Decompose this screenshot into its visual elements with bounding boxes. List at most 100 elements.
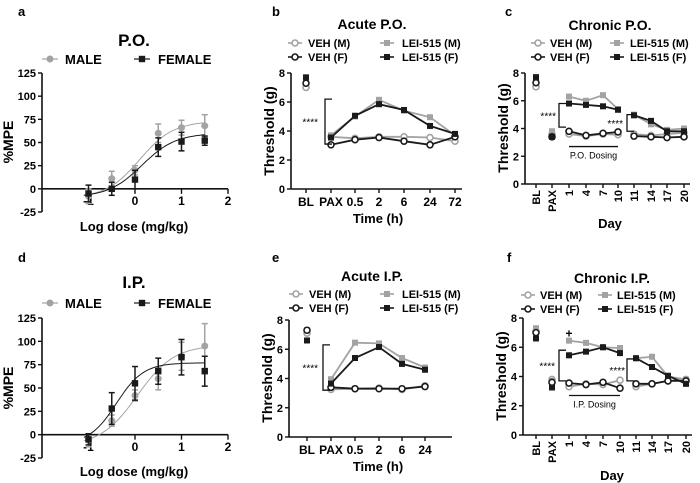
legend-label: LEI-515 (F) bbox=[617, 304, 674, 316]
y-tick-label: 2 bbox=[277, 403, 283, 415]
data-point bbox=[384, 40, 390, 46]
significance-label: **** bbox=[539, 362, 555, 373]
data-point bbox=[649, 353, 655, 360]
data-point bbox=[399, 360, 405, 367]
legend-label: LEI-515 (M) bbox=[617, 290, 676, 302]
x-tick-label: 11 bbox=[631, 441, 643, 453]
y-tick-label: 8 bbox=[279, 68, 285, 80]
legend-label: LEI-515 (M) bbox=[402, 289, 461, 301]
y-tick-label: 75 bbox=[24, 360, 36, 372]
panel-label: d bbox=[18, 250, 26, 265]
legend-label: VEH (M) bbox=[308, 38, 351, 50]
panel-c: c Chronic P.O. Threshold (g) Day 0 2 4 6 8 BL PAX 1… bbox=[495, 4, 691, 231]
legend-label: LEI-515 (F) bbox=[630, 52, 687, 64]
y-tick-label: 0 bbox=[279, 184, 285, 196]
data-point bbox=[549, 133, 555, 140]
y-tick-label: 0 bbox=[511, 430, 517, 442]
data-point bbox=[680, 133, 688, 141]
data-point bbox=[566, 352, 572, 359]
panel-label: a bbox=[18, 4, 26, 19]
data-point bbox=[398, 384, 406, 393]
data-point bbox=[46, 299, 54, 307]
series-line bbox=[330, 135, 456, 146]
data-point bbox=[304, 337, 310, 344]
y-axis-label: %MPE bbox=[0, 367, 16, 410]
y-tick-label: 0 bbox=[277, 432, 283, 444]
y-tick-label: 100 bbox=[18, 336, 36, 348]
series-line bbox=[330, 98, 456, 137]
legend-label: VEH (F) bbox=[540, 304, 580, 316]
data-point bbox=[665, 372, 671, 379]
data-point bbox=[201, 342, 209, 350]
data-point bbox=[600, 103, 606, 110]
series-line bbox=[330, 103, 456, 139]
legend-label: VEH (M) bbox=[309, 289, 352, 301]
data-point bbox=[602, 306, 608, 312]
panel-label: c bbox=[505, 4, 512, 19]
x-tick-label: 2 bbox=[225, 440, 232, 454]
data-point bbox=[617, 350, 623, 357]
x-tick-label: 7 bbox=[598, 441, 610, 447]
y-axis-label: Threshold (g) bbox=[495, 83, 511, 172]
x-tick-label: 0.5 bbox=[347, 195, 364, 209]
x-tick-label: 6 bbox=[399, 443, 406, 457]
data-point bbox=[664, 377, 672, 385]
chart-title: Chronic P.O. bbox=[569, 17, 652, 33]
x-tick-label: 72 bbox=[448, 195, 462, 209]
data-point bbox=[201, 137, 208, 144]
y-tick-label: 25 bbox=[24, 161, 36, 173]
dosing-label: I.P. Dosing bbox=[573, 400, 616, 410]
significance-bracket bbox=[322, 344, 330, 391]
legend-label: LEI-515 (F) bbox=[402, 52, 459, 64]
x-tick-label: PAX bbox=[319, 443, 343, 457]
panel-label: b bbox=[272, 4, 280, 19]
data-point bbox=[85, 190, 92, 197]
significance-bracket bbox=[558, 349, 566, 382]
data-point bbox=[292, 304, 300, 312]
fit-curve bbox=[83, 362, 205, 438]
legend-label: VEH (F) bbox=[308, 52, 348, 64]
chart-title: Acute P.O. bbox=[338, 16, 407, 32]
data-point bbox=[534, 39, 542, 47]
chart-title: Chronic I.P. bbox=[574, 270, 650, 286]
chart-title: I.P. bbox=[122, 273, 145, 292]
data-point bbox=[617, 344, 623, 351]
x-tick-label: BL bbox=[298, 195, 314, 209]
data-point bbox=[292, 290, 300, 298]
data-point bbox=[524, 305, 532, 313]
y-tick-label: 125 bbox=[18, 68, 36, 80]
y-tick-label: 2 bbox=[511, 401, 517, 413]
data-point bbox=[599, 129, 607, 138]
data-point bbox=[155, 368, 162, 375]
data-point bbox=[384, 54, 390, 60]
data-point bbox=[582, 380, 590, 389]
fit-curve bbox=[83, 347, 205, 442]
data-point bbox=[452, 130, 458, 137]
data-point bbox=[352, 112, 358, 119]
y-tick-label: -25 bbox=[20, 207, 36, 219]
x-tick-label: 20 bbox=[681, 441, 693, 453]
chart-title: P.O. bbox=[118, 31, 150, 50]
x-axis-label: Log dose (mg/kg) bbox=[80, 464, 188, 479]
legend-label: FEMALE bbox=[158, 296, 212, 311]
data-point bbox=[600, 344, 606, 351]
y-tick-label: -25 bbox=[20, 453, 36, 465]
data-point bbox=[427, 122, 433, 129]
data-point bbox=[549, 128, 555, 135]
series-line bbox=[635, 357, 687, 385]
data-point bbox=[291, 39, 299, 47]
x-tick-label: 14 bbox=[646, 189, 658, 202]
data-point bbox=[533, 325, 539, 332]
data-point bbox=[599, 378, 607, 387]
x-tick-label: 4 bbox=[581, 189, 593, 196]
data-point bbox=[421, 382, 429, 391]
series-line bbox=[633, 135, 685, 139]
x-tick-label: 10 bbox=[613, 190, 625, 202]
data-point bbox=[426, 133, 434, 142]
significance-bracket bbox=[626, 358, 634, 382]
data-point bbox=[566, 337, 572, 344]
data-point bbox=[376, 344, 382, 351]
data-point bbox=[566, 93, 572, 100]
x-tick-label: PAX bbox=[319, 195, 343, 209]
